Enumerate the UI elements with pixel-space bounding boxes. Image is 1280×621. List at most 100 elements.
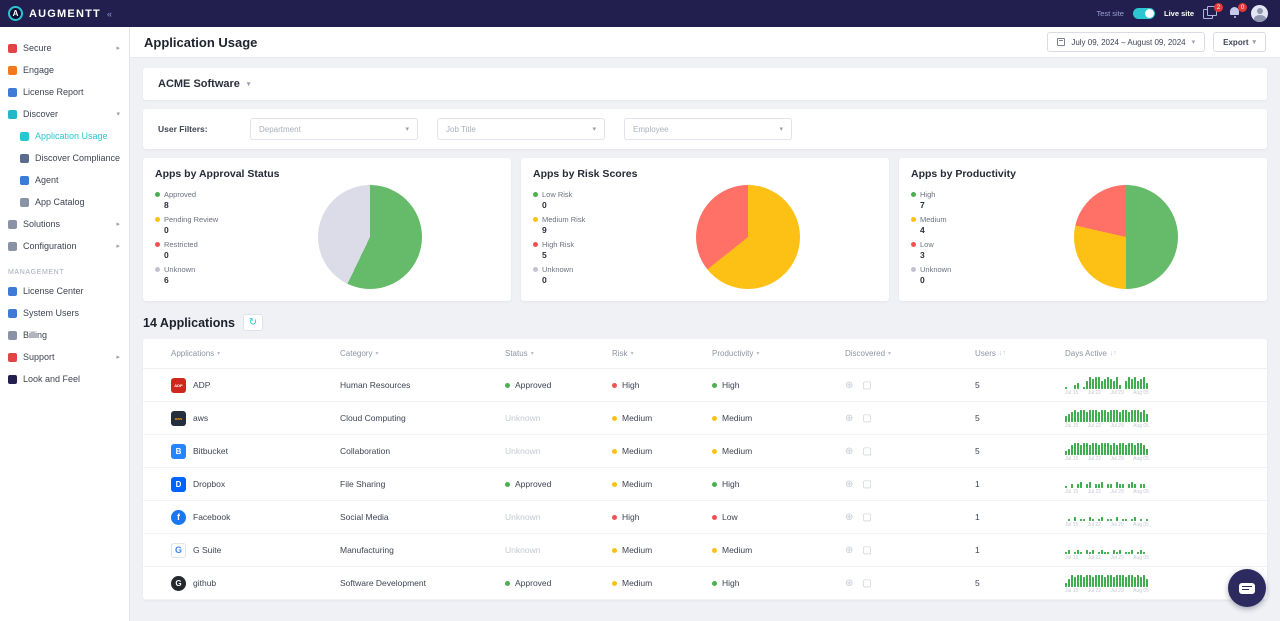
filter-chevron-icon: ▾ bbox=[630, 351, 634, 357]
sidebar-item-configuration[interactable]: Configuration ▸ bbox=[0, 235, 129, 257]
application-cell: G github bbox=[171, 575, 340, 591]
chat-widget-button[interactable] bbox=[1228, 569, 1266, 607]
topbar: A AUGMENTT « Test site Live site 2 0 bbox=[0, 0, 1280, 27]
license-center-icon bbox=[8, 286, 17, 296]
sidebar-item-billing[interactable]: Billing bbox=[0, 324, 129, 346]
productivity-dot-icon bbox=[712, 580, 717, 586]
discovered-device-icon: ▢ bbox=[862, 544, 872, 556]
days-active-sparkline bbox=[1065, 408, 1267, 422]
chevron-down-icon: ▾ bbox=[116, 111, 120, 118]
sidebar-item-secure[interactable]: Secure ▸ bbox=[0, 37, 129, 59]
sidebar-item-license-report[interactable]: License Report bbox=[0, 81, 129, 103]
column-header-discovered[interactable]: Discovered ▾ bbox=[845, 349, 892, 358]
users-cell: 1 bbox=[975, 512, 980, 522]
application-cell: G G Suite bbox=[171, 542, 340, 558]
user-avatar[interactable] bbox=[1251, 5, 1268, 22]
site-mode-toggle[interactable] bbox=[1132, 8, 1155, 19]
agent-icon bbox=[20, 175, 29, 185]
status-dot-icon bbox=[505, 481, 510, 487]
sidebar-item-solutions[interactable]: Solutions ▸ bbox=[0, 213, 129, 235]
sidebar-item-support[interactable]: Support ▸ bbox=[0, 346, 129, 368]
notifications-button[interactable]: 2 bbox=[1203, 3, 1223, 21]
discovered-device-icon: ▢ bbox=[862, 445, 872, 457]
discovered-device-icon: ▢ bbox=[862, 511, 872, 523]
users-cell: 5 bbox=[975, 380, 980, 390]
status-cell: Unknown bbox=[505, 545, 541, 555]
header-controls: July 09, 2024 – August 09, 2024 ▾ Export… bbox=[1047, 32, 1266, 52]
sidebar-item-agent[interactable]: Agent bbox=[0, 169, 129, 191]
table-row-github[interactable]: G github Software Development Approved M… bbox=[143, 567, 1267, 600]
table-row-bitbucket[interactable]: B Bitbucket Collaboration Unknown Medium… bbox=[143, 435, 1267, 468]
days-active-cell: Jul 15 Jul 22 Jul 29 Aug 05 bbox=[1065, 375, 1267, 396]
legend-item-high: High 7 bbox=[911, 190, 997, 210]
legend-item-unknown: Unknown 6 bbox=[155, 265, 241, 285]
column-header-users[interactable]: Users ↓↑ bbox=[975, 349, 1006, 358]
main-area: Application Usage July 09, 2024 – August… bbox=[130, 27, 1280, 621]
legend-dot-icon bbox=[155, 266, 160, 272]
export-label: Export bbox=[1223, 37, 1249, 47]
legend-item-low: Low 3 bbox=[911, 240, 997, 260]
status-cell: Approved bbox=[505, 479, 612, 489]
table-row-adp[interactable]: ADP ADP Human Resources Approved High Hi… bbox=[143, 369, 1267, 402]
refresh-button[interactable]: ↻ bbox=[242, 314, 263, 331]
employee-filter[interactable]: Employee ▾ bbox=[624, 118, 792, 140]
sidebar-item-app-catalog[interactable]: App Catalog bbox=[0, 191, 129, 213]
sidebar-item-discover[interactable]: Discover ▾ bbox=[0, 103, 129, 125]
days-active-cell: Jul 15 Jul 22 Jul 29 Aug 05 bbox=[1065, 573, 1267, 594]
department-filter[interactable]: Department ▾ bbox=[250, 118, 418, 140]
sidebar-item-application-usage[interactable]: Application Usage bbox=[0, 125, 129, 147]
company-selector[interactable]: ACME Software ▾ bbox=[143, 68, 1267, 100]
job-title-filter[interactable]: Job Title ▾ bbox=[437, 118, 605, 140]
export-button[interactable]: Export ▾ bbox=[1213, 32, 1266, 52]
legend-dot-icon bbox=[155, 191, 160, 197]
table-row-aws[interactable]: aws aws Cloud Computing Unknown Medium M… bbox=[143, 402, 1267, 435]
productivity-dot-icon bbox=[712, 481, 717, 487]
sidebar-item-license-center[interactable]: License Center bbox=[0, 280, 129, 302]
applications-table: Applications ▾ Category ▾ Status ▾ Risk ▾ Pr… bbox=[143, 339, 1267, 600]
application-name: aws bbox=[193, 413, 209, 423]
sidebar-collapse-icon[interactable]: « bbox=[106, 8, 112, 19]
status-cell: Unknown bbox=[505, 446, 541, 456]
sidebar-item-engage[interactable]: Engage bbox=[0, 59, 129, 81]
augmentt-logo-icon: A bbox=[8, 6, 23, 21]
alert-badge: 0 bbox=[1238, 3, 1247, 12]
legend-item-unknown: Unknown 0 bbox=[911, 265, 997, 285]
bitbucket-app-icon: B bbox=[171, 443, 186, 459]
sort-arrows-icon: ↓↑ bbox=[998, 350, 1006, 357]
sidebar-item-discover-compliance[interactable]: Discover Compliance bbox=[0, 147, 129, 169]
table-row-g-suite[interactable]: G G Suite Manufacturing Unknown Medium M… bbox=[143, 534, 1267, 567]
users-cell: 1 bbox=[975, 479, 980, 489]
discover-compliance-icon bbox=[20, 153, 29, 163]
chevron-down-icon: ▾ bbox=[1191, 39, 1196, 46]
sidebar-item-system-users[interactable]: System Users bbox=[0, 302, 129, 324]
chevron-right-icon: ▸ bbox=[116, 243, 120, 250]
risk-cell: High bbox=[612, 380, 712, 390]
category-cell: File Sharing bbox=[340, 479, 386, 489]
risk-cell: Medium bbox=[612, 545, 712, 555]
legend-dot-icon bbox=[911, 266, 916, 272]
column-header-applications[interactable]: Applications ▾ bbox=[171, 349, 221, 358]
g-suite-app-icon: G bbox=[171, 542, 186, 558]
applications-count-title: 14 Applications bbox=[143, 315, 235, 330]
table-row-facebook[interactable]: f Facebook Social Media Unknown High Low… bbox=[143, 501, 1267, 534]
chevron-right-icon: ▸ bbox=[116, 221, 120, 228]
column-header-days-active[interactable]: Days Active ↓↑ bbox=[1065, 349, 1117, 358]
legend-item-restricted: Restricted 0 bbox=[155, 240, 241, 260]
column-header-status[interactable]: Status ▾ bbox=[505, 349, 534, 358]
risk-cell: Medium bbox=[612, 446, 712, 456]
date-range-picker[interactable]: July 09, 2024 – August 09, 2024 ▾ bbox=[1047, 32, 1206, 52]
risk-dot-icon bbox=[612, 580, 617, 586]
sidebar-item-look-and-feel[interactable]: Look and Feel bbox=[0, 368, 129, 390]
column-header-category[interactable]: Category ▾ bbox=[340, 349, 379, 358]
productivity-cell: Medium bbox=[712, 545, 845, 555]
test-site-label: Test site bbox=[1096, 9, 1124, 18]
column-header-risk[interactable]: Risk ▾ bbox=[612, 349, 634, 358]
brand-logo[interactable]: A AUGMENTT « bbox=[8, 6, 138, 21]
alerts-button[interactable]: 0 bbox=[1227, 3, 1247, 21]
table-row-dropbox[interactable]: D Dropbox File Sharing Approved Medium H… bbox=[143, 468, 1267, 501]
discovered-web-icon: ⊕ bbox=[845, 511, 854, 523]
productivity-cell: High bbox=[712, 578, 845, 588]
column-header-productivity[interactable]: Productivity ▾ bbox=[712, 349, 760, 358]
application-name: github bbox=[193, 578, 217, 588]
discovered-web-icon: ⊕ bbox=[845, 412, 854, 424]
